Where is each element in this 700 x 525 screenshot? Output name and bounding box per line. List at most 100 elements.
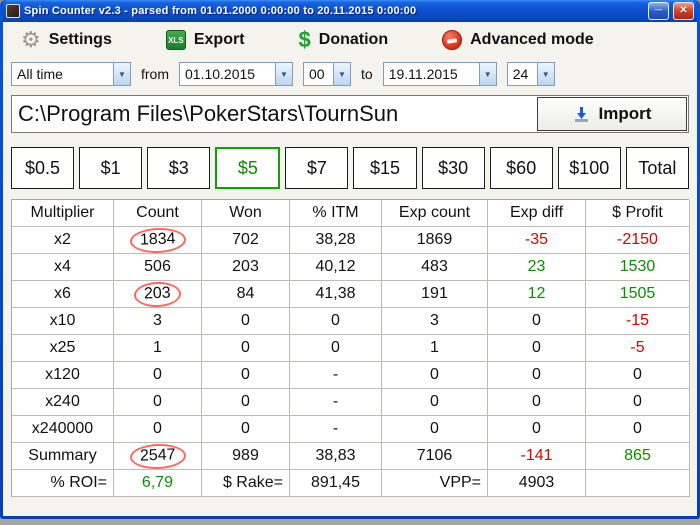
table-cell: 203	[202, 254, 290, 281]
summary-footer: % ROI= 6,79 $ Rake= 891,45 VPP= 4903	[11, 470, 690, 497]
column-header: $ Profit	[586, 200, 690, 227]
table-cell: 0	[488, 389, 586, 416]
table-cell: 0	[114, 416, 202, 443]
table-cell: 1	[114, 335, 202, 362]
table-cell: 41,38	[290, 281, 382, 308]
table-cell: 23	[488, 254, 586, 281]
stake-tab-60[interactable]: $60	[489, 147, 553, 189]
table-row: x6 203 84 41,38 191 12 1505	[12, 281, 690, 308]
table-cell: -141	[488, 443, 586, 470]
table-cell: 0	[114, 362, 202, 389]
from-date-select[interactable]: 01.10.2015 ▼	[179, 62, 293, 86]
period-select[interactable]: All time ▼	[11, 62, 131, 86]
settings-button[interactable]: ⚙ Settings	[21, 29, 112, 51]
table-row: x120 0 0-0 0 0	[12, 362, 690, 389]
roi-value: 6,79	[114, 470, 202, 497]
donation-button[interactable]: $ Donation	[299, 29, 389, 51]
table-cell: 0	[586, 389, 690, 416]
to-label: to	[361, 66, 373, 82]
rake-value: 891,45	[290, 470, 382, 497]
table-cell: 702	[202, 227, 290, 254]
table-cell: 989	[202, 443, 290, 470]
xls-icon: XLS	[165, 30, 186, 50]
table-cell: 0	[290, 335, 382, 362]
table-row: x25 1 0 0 1 0 -5	[12, 335, 690, 362]
table-row: x4 506 203 40,12 483 23 1530	[12, 254, 690, 281]
chevron-down-icon[interactable]: ▼	[333, 63, 350, 85]
stake-tab-0.5[interactable]: $0.5	[11, 147, 75, 189]
stats-table: Multiplier Count Won% ITM Exp count Exp diff…	[11, 199, 690, 470]
vpp-value: 4903	[488, 470, 586, 497]
stake-tab-total[interactable]: Total	[625, 147, 689, 189]
stake-tab-100[interactable]: $100	[557, 147, 621, 189]
stake-tab-30[interactable]: $30	[421, 147, 485, 189]
dollar-icon: $	[298, 27, 311, 52]
table-cell: 84	[202, 281, 290, 308]
stake-tab-1[interactable]: $1	[79, 147, 143, 189]
column-header: Exp count	[382, 200, 488, 227]
donation-label: Donation	[318, 31, 389, 48]
close-button[interactable]: ✕	[673, 2, 694, 20]
table-cell: x4	[12, 254, 114, 281]
table-cell: 1530	[586, 254, 690, 281]
table-cell: 0	[488, 308, 586, 335]
advanced-mode-button[interactable]: Advanced mode	[442, 30, 594, 50]
table-cell: x120	[12, 362, 114, 389]
table-cell: 483	[382, 254, 488, 281]
settings-label: Settings	[48, 31, 112, 48]
table-cell: 506	[114, 254, 202, 281]
to-hour-select[interactable]: 24 ▼	[506, 62, 555, 86]
from-label: from	[141, 66, 169, 82]
export-button[interactable]: XLS Export	[165, 30, 245, 50]
window-title: Spin Counter v2.3 - parsed from 01.01.20…	[24, 5, 417, 17]
table-cell: 1505	[586, 281, 690, 308]
table-cell: 2547	[114, 443, 202, 470]
table-cell: 865	[586, 443, 690, 470]
table-cell: x10	[12, 308, 114, 335]
from-hour-value: 00	[309, 66, 325, 82]
from-hour-select[interactable]: 00 ▼	[303, 62, 351, 86]
title-bar[interactable]: Spin Counter v2.3 - parsed from 01.01.20…	[3, 0, 697, 22]
table-cell: 7106	[382, 443, 488, 470]
table-cell: 0	[586, 362, 690, 389]
table-cell: 191	[382, 281, 488, 308]
table-cell: 203	[114, 281, 202, 308]
import-button[interactable]: Import	[537, 97, 687, 131]
minimize-button[interactable]: ─	[648, 2, 669, 20]
chevron-down-icon[interactable]: ▼	[478, 63, 496, 85]
vpp-label: VPP=	[382, 470, 488, 497]
table-row: x2 1834 702 38,28 1869 -35 -2150	[12, 227, 690, 254]
table-cell: x25	[12, 335, 114, 362]
table-cell: -	[290, 416, 382, 443]
table-cell: x240	[12, 389, 114, 416]
annotation-circle: 2547	[129, 443, 186, 469]
column-header: % ITM	[290, 200, 382, 227]
annotation-circle: 1834	[129, 227, 186, 253]
table-cell: -	[290, 389, 382, 416]
table-cell: 0	[202, 308, 290, 335]
table-row: x10 3 0 0 3 0 -15	[12, 308, 690, 335]
stake-tab-15[interactable]: $15	[353, 147, 417, 189]
table-cell: 0	[488, 335, 586, 362]
toolbar: ⚙ Settings XLS Export $ Donation Advance…	[3, 22, 697, 56]
chevron-down-icon[interactable]: ▼	[113, 63, 130, 85]
app-icon	[6, 4, 20, 18]
table-cell: 40,12	[290, 254, 382, 281]
from-date-value: 01.10.2015	[185, 66, 256, 82]
chevron-down-icon[interactable]: ▼	[275, 63, 292, 85]
table-cell: -5	[586, 335, 690, 362]
stake-tab-3[interactable]: $3	[147, 147, 211, 189]
period-value: All time	[17, 66, 63, 82]
stake-tab-5[interactable]: $5	[215, 147, 281, 189]
table-cell: -35	[488, 227, 586, 254]
to-date-select[interactable]: 19.11.2015 ▼	[382, 62, 497, 86]
table-cell: 3	[382, 308, 488, 335]
table-cell: 12	[488, 281, 586, 308]
stake-tab-7[interactable]: $7	[285, 147, 349, 189]
chevron-down-icon[interactable]: ▼	[536, 63, 554, 85]
table-cell: 0	[382, 416, 488, 443]
to-date-value: 19.11.2015	[388, 66, 458, 82]
table-cell: 0	[202, 416, 290, 443]
table-cell: 0	[114, 389, 202, 416]
